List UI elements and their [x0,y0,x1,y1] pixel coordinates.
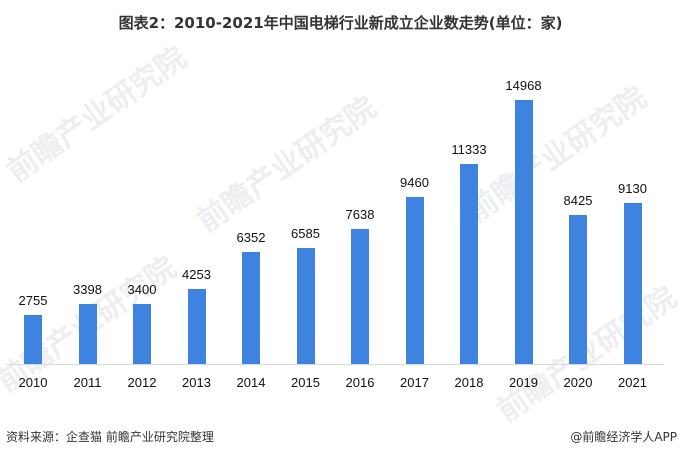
x-tick-2018: 2018 [454,375,484,390]
bar-2011 [78,304,97,364]
x-tick-2016: 2016 [345,375,375,390]
data-label-2013: 4253 [182,267,211,282]
x-tick-2019: 2019 [509,375,538,390]
bar-2016 [351,229,369,364]
data-label-2020: 8425 [563,193,593,208]
data-label-2015: 6585 [291,226,320,241]
x-tick-2011: 2011 [73,375,102,390]
data-label-2011: 3398 [73,282,102,297]
data-label-2018: 11333 [451,142,487,157]
data-label-2010: 2755 [18,293,48,308]
bar-2021 [623,203,642,364]
x-tick-2017: 2017 [400,375,429,390]
credit-note: @前瞻经济学人APP [570,430,677,444]
bar-2017 [405,197,424,364]
x-tick-2015: 2015 [291,375,320,390]
data-label-2019: 14968 [505,78,542,93]
bar-2012 [133,304,151,364]
data-label-2014: 6352 [236,230,266,245]
x-tick-2021: 2021 [618,375,647,390]
x-tick-2020: 2020 [563,375,593,390]
data-label-2021: 9130 [618,181,647,196]
data-label-2017: 9460 [400,175,429,190]
data-label-2012: 3400 [127,282,157,297]
watermark: 前瞻产业研究院 [0,40,194,190]
data-label-2016: 7638 [345,207,375,222]
bar-2013 [187,289,206,364]
bar-2015 [296,248,315,364]
x-tick-2010: 2010 [18,375,48,390]
x-tick-2013: 2013 [182,375,211,390]
bar-2010 [24,315,42,364]
source-note: 资料来源：企查猫 前瞻产业研究院整理 [6,430,214,444]
x-tick-2012: 2012 [127,375,157,390]
bar-2014 [242,252,260,364]
x-axis-line [6,364,664,365]
bar-2018 [460,164,478,364]
bar-2019 [514,100,533,364]
chart-title: 图表2：2010-2021年中国电梯行业新成立企业数走势(单位：家) [118,14,563,32]
x-tick-2014: 2014 [236,375,266,390]
bar-2020 [569,215,587,364]
